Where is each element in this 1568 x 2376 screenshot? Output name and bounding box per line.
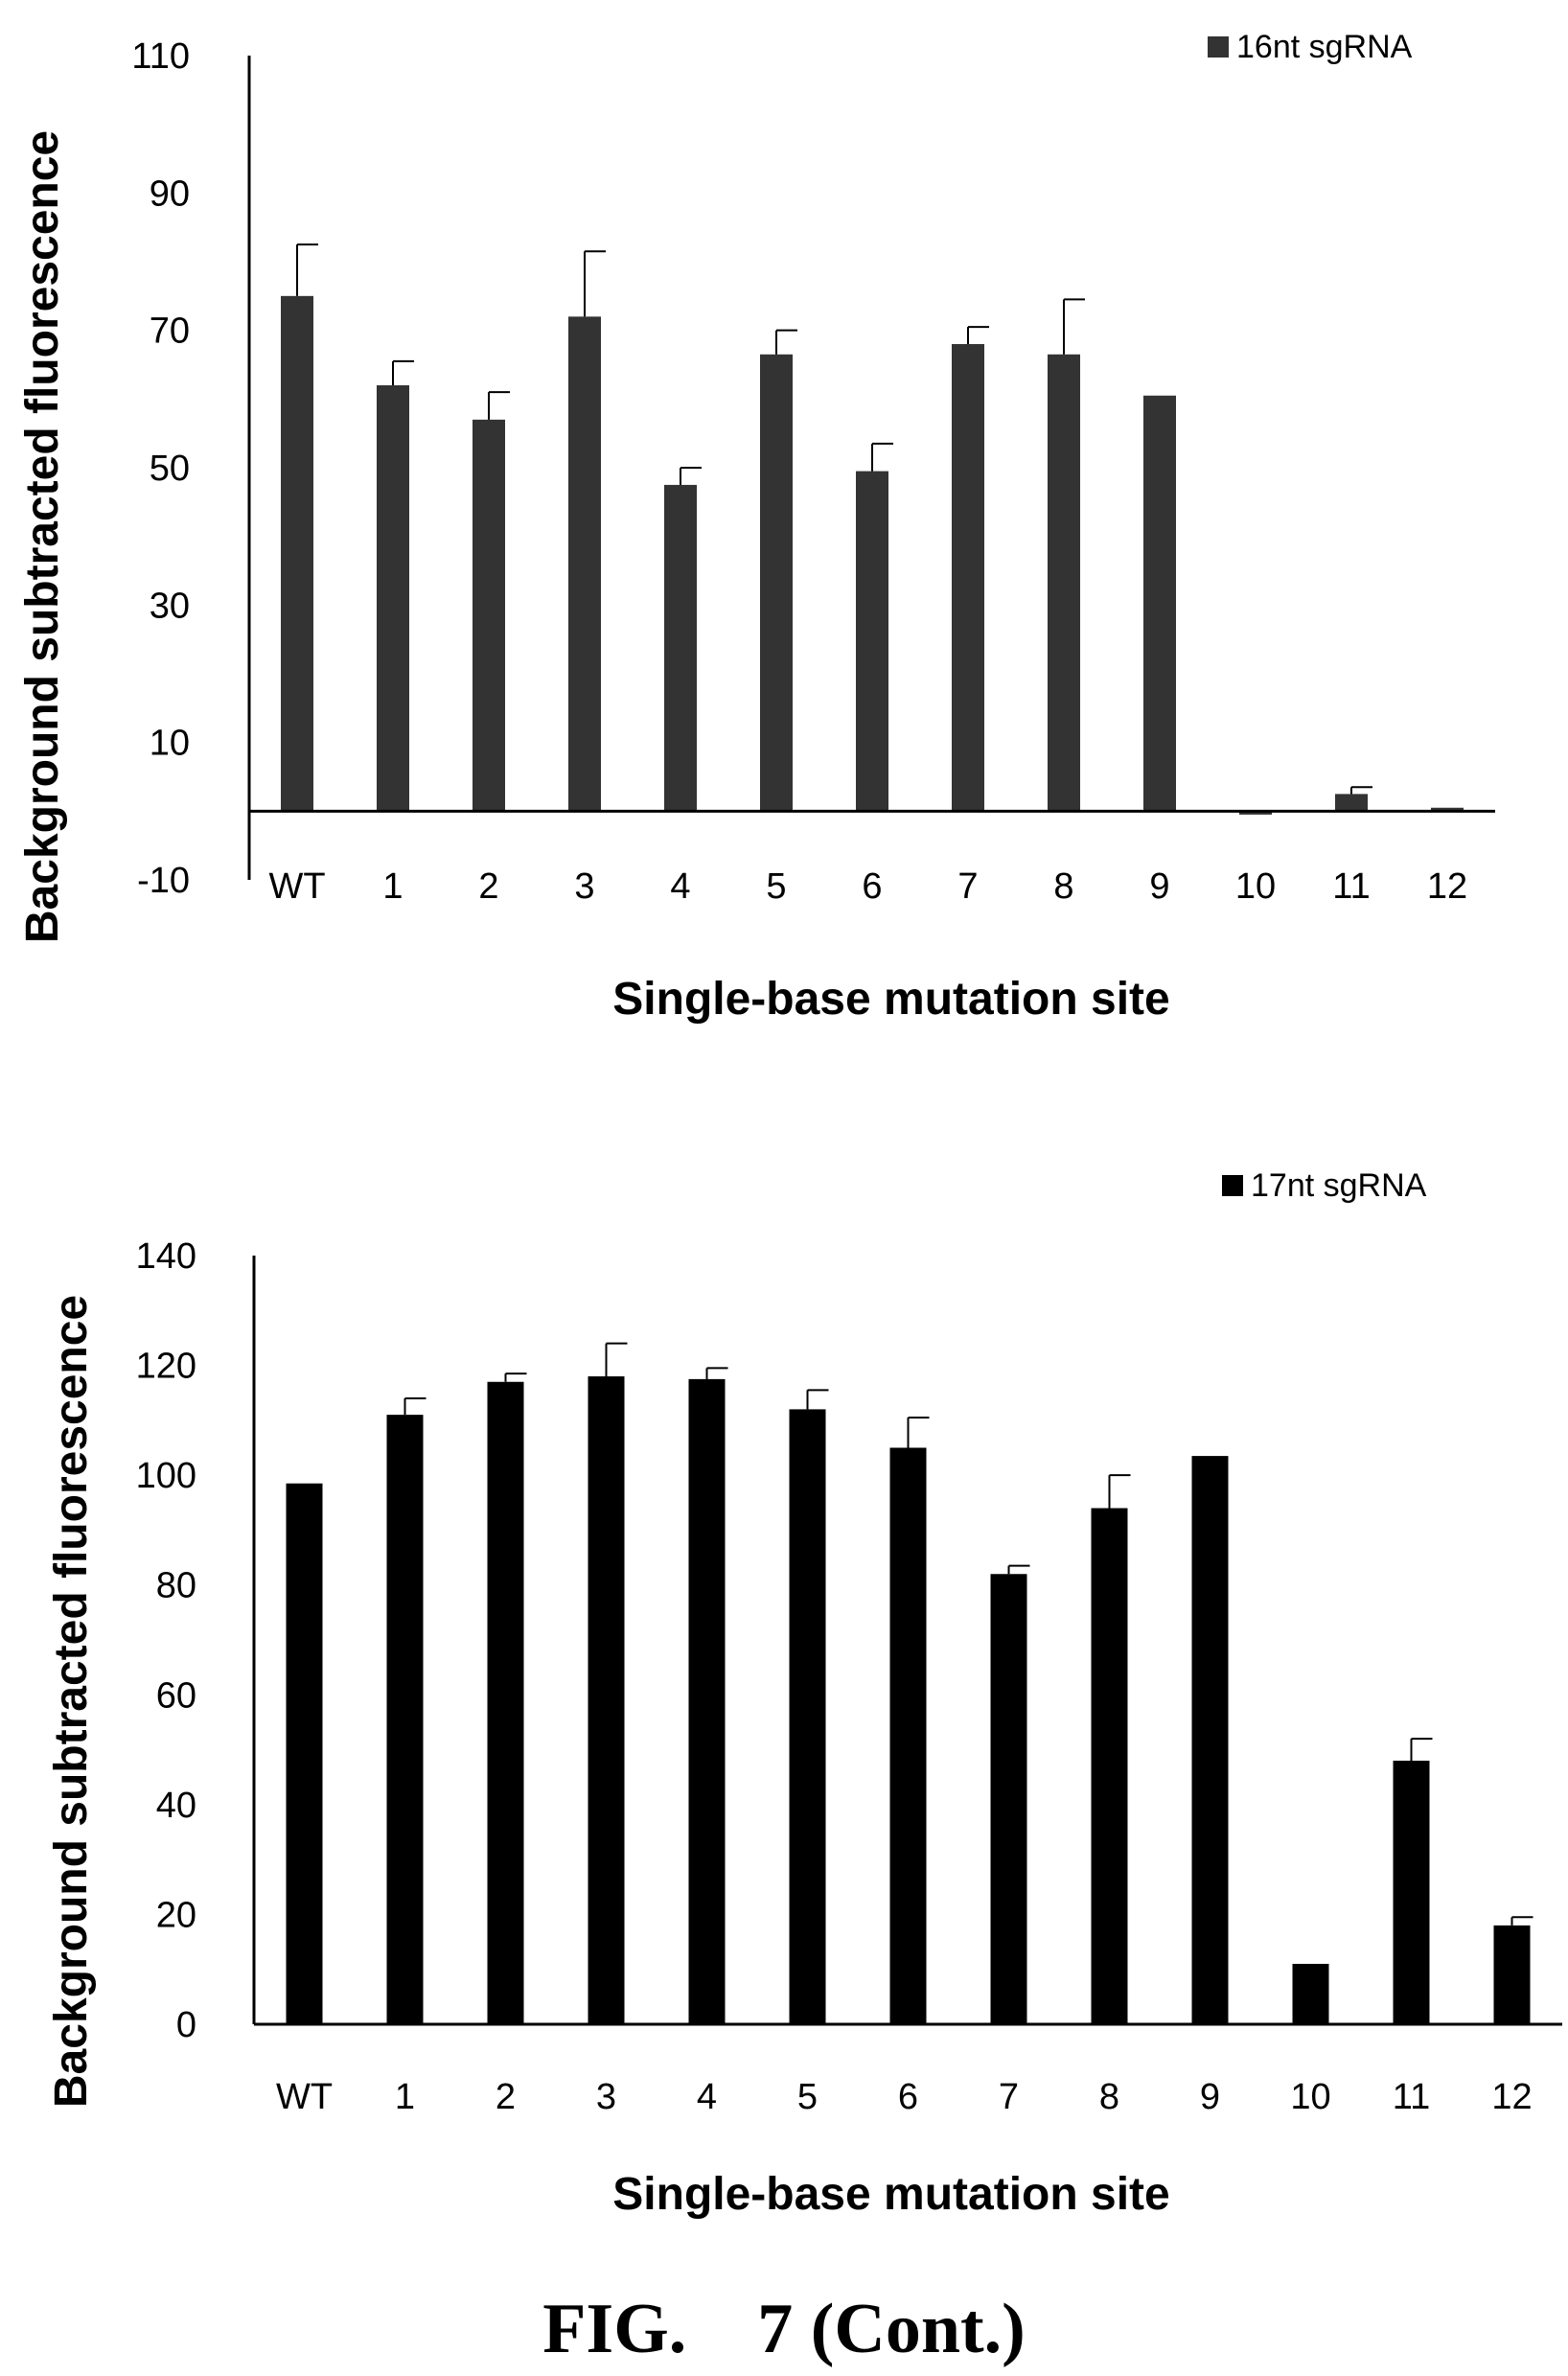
- bar: [1493, 1925, 1531, 2024]
- x-tick-label: 3: [596, 2077, 616, 2117]
- y-tick-label: 90: [150, 173, 190, 214]
- x-tick-label: 10: [1235, 866, 1276, 907]
- y-tick-label: 50: [150, 449, 190, 489]
- y-tick-label: 100: [136, 1456, 196, 1496]
- y-tick-label: -10: [137, 861, 190, 901]
- bar: [386, 1415, 424, 2024]
- y-tick-label: 60: [156, 1675, 196, 1716]
- x-tick-label: 8: [1099, 2077, 1119, 2117]
- bar: [952, 344, 984, 812]
- bar: [588, 1376, 625, 2024]
- y-tick-label: 140: [136, 1236, 196, 1277]
- bar: [281, 295, 313, 812]
- y-tick-label: 110: [131, 36, 190, 77]
- bar: [1048, 354, 1080, 812]
- x-tick-label: 11: [1332, 866, 1370, 907]
- bar: [1431, 807, 1464, 812]
- legend-label: 16nt sgRNA: [1236, 29, 1413, 65]
- x-tick-label: 12: [1491, 2077, 1532, 2117]
- x-tick-label: 6: [862, 866, 882, 907]
- x-axis-label: Single-base mutation site: [612, 974, 1169, 1025]
- error-bars: [404, 1342, 1533, 1926]
- y-tick-label: 40: [156, 1786, 196, 1826]
- x-tick-label: 1: [395, 2077, 415, 2117]
- x-tick-label: 9: [1149, 866, 1169, 907]
- error-bars: [296, 243, 1372, 795]
- x-tick-label: 7: [999, 2077, 1019, 2117]
- bar: [1143, 395, 1176, 812]
- x-tick-label: 8: [1053, 866, 1073, 907]
- x-tick-label: 2: [478, 866, 498, 907]
- x-tick-label: 4: [697, 2077, 717, 2117]
- x-tick-label: 2: [496, 2077, 516, 2117]
- x-axis-label: Single-base mutation site: [612, 2169, 1169, 2220]
- bar: [760, 354, 793, 812]
- x-tick-label: 9: [1200, 2077, 1220, 2117]
- legend-swatch: [1222, 1175, 1243, 1196]
- x-tick-labels: WT 1 2 3 4 5 6 7 8 9 10 11 12: [268, 866, 1467, 907]
- y-tick-label: 120: [136, 1347, 196, 1387]
- y-axis-label: Background subtracted fluorescence: [17, 130, 68, 943]
- bar: [1335, 794, 1368, 812]
- bar: [568, 316, 601, 812]
- bar: [487, 1381, 524, 2024]
- x-tick-label: 6: [898, 2077, 918, 2117]
- y-tick-label: 80: [156, 1566, 196, 1606]
- x-tick-label: 5: [797, 2077, 818, 2117]
- bar: [1239, 811, 1272, 815]
- bar: [1292, 1963, 1329, 2024]
- figure-caption: FIG. 7 (Cont.): [542, 2290, 1026, 2368]
- x-tick-label: 12: [1427, 866, 1467, 907]
- bar: [286, 1483, 323, 2024]
- x-tick-label: WT: [276, 2077, 333, 2117]
- y-tick-label: 20: [156, 1895, 196, 1935]
- bar: [473, 419, 505, 812]
- x-tick-label: 3: [574, 866, 594, 907]
- y-tick-label: 10: [150, 724, 190, 764]
- legend: 17nt sgRNA: [1222, 1167, 1427, 1204]
- bar: [377, 385, 409, 812]
- y-axis-label: Background subtracted fluorescence: [46, 1295, 97, 2108]
- x-tick-label: 11: [1393, 2077, 1430, 2117]
- bar: [1393, 1761, 1430, 2024]
- bar: [664, 484, 697, 812]
- x-tick-labels: WT 1 2 3 4 5 6 7 8 9 10 11 12: [276, 2077, 1533, 2117]
- y-tick-label: 70: [150, 311, 190, 352]
- y-tick-label: 0: [176, 2005, 196, 2045]
- x-tick-label: 10: [1290, 2077, 1330, 2117]
- x-tick-label: 4: [670, 866, 690, 907]
- bar: [856, 471, 888, 812]
- x-tick-label: 1: [382, 866, 403, 907]
- x-tick-label: WT: [268, 866, 325, 907]
- y-tick-labels: 0 20 40 60 80 100 120 140: [136, 1236, 196, 2045]
- y-tick-label: 30: [150, 586, 190, 626]
- bar: [688, 1378, 726, 2024]
- bars: [281, 295, 1464, 815]
- bars: [286, 1376, 1531, 2024]
- y-tick-labels: -10 10 30 50 70 90 110: [131, 36, 190, 901]
- chart-16nt-sgrna: Background subtracted fluorescence Singl…: [17, 29, 1495, 1025]
- chart-17nt-sgrna: Background subtracted fluorescence Singl…: [46, 1167, 1562, 2220]
- x-tick-label: 5: [766, 866, 786, 907]
- legend-label: 17nt sgRNA: [1251, 1167, 1427, 1204]
- bar: [1191, 1456, 1229, 2024]
- bar: [990, 1574, 1027, 2024]
- legend-swatch: [1208, 36, 1229, 58]
- legend: 16nt sgRNA: [1208, 29, 1413, 65]
- x-tick-label: 7: [957, 866, 978, 907]
- bar: [789, 1409, 826, 2024]
- bar: [889, 1447, 927, 2024]
- bar: [1091, 1508, 1128, 2024]
